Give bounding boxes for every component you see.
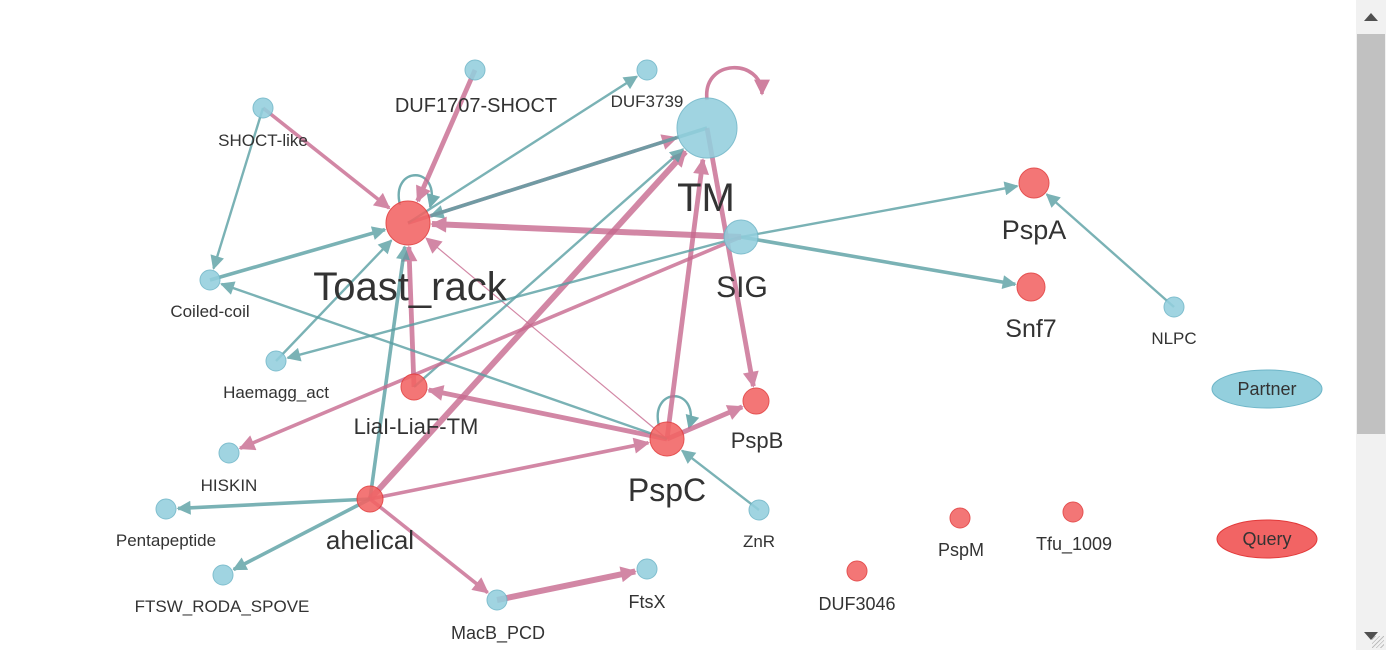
node-SIG[interactable] [723,219,759,255]
edge-ahelical-to-PspC[interactable] [369,437,650,501]
node-PspM[interactable] [949,507,971,529]
edge-SIG-to-Haemagg_act[interactable] [286,235,742,362]
chevron-down-icon [1364,632,1378,640]
edge-SHOCT-like-to-Toast_rack[interactable] [261,106,391,210]
node-label-HISKIN: HISKIN [201,476,258,495]
node-label-DUF1707-SHOCT: DUF1707-SHOCT [395,95,557,117]
node-label-PspM: PspM [938,540,984,560]
node-label-Haemagg_act: Haemagg_act [223,383,329,402]
edge-SIG-to-Snf7[interactable] [740,235,1017,290]
legend-query[interactable]: Query [1216,519,1318,559]
network-graph[interactable]: Toast_rack TM SIG PspA Snf7 PspC PspB LiaI-LiaF… [0,0,1356,650]
edge-LiaI-LiaF-TM-to-Toast_rack[interactable] [401,245,418,388]
legend: Partner Query [1211,369,1323,559]
label-layer: Toast_rack TM SIG PspA Snf7 PspC PspB LiaI-LiaF… [116,92,1197,644]
node-FTSW_RODA_SPOVE[interactable] [212,564,234,586]
node-FtsX[interactable] [636,558,658,580]
node-label-ahelical: ahelical [326,525,414,555]
edge-PspC-to-LiaI-LiaF-TM[interactable] [427,385,668,442]
node-label-TM: TM [677,176,735,220]
node-SHOCT-like[interactable] [252,97,274,119]
edge-SIG-to-PspA[interactable] [740,181,1019,239]
node-label-FTSW_RODA_SPOVE: FTSW_RODA_SPOVE [135,597,310,616]
edge-ahelical-to-Toast_rack[interactable] [368,245,410,500]
node-LiaI-LiaF-TM[interactable] [400,373,428,401]
edge-PspC-to-Toast_rack[interactable] [425,237,668,440]
edge-TM-to-Toast_rack[interactable] [429,126,708,219]
edge-ahelical-to-Pentapeptide[interactable] [176,497,371,515]
node-label-DUF3046: DUF3046 [818,594,895,614]
edge-layer [176,65,1175,603]
edge-PspC-to-TM[interactable] [664,158,710,440]
edge-Coiled-coil-to-Toast_rack[interactable] [209,226,387,282]
edge-Haemagg_act-to-Toast_rack[interactable] [275,239,393,362]
node-PspC[interactable] [649,421,685,457]
node-DUF1707-SHOCT[interactable] [464,59,486,81]
node-label-Tfu_1009: Tfu_1009 [1036,534,1112,555]
node-label-PspA: PspA [1002,215,1067,245]
node-Snf7[interactable] [1016,272,1046,302]
node-label-Pentapeptide: Pentapeptide [116,531,216,550]
node-MacB_PCD[interactable] [486,589,508,611]
node-label-MacB_PCD: MacB_PCD [451,623,545,644]
node-label-SHOCT-like: SHOCT-like [218,131,308,150]
node-Tfu_1009[interactable] [1062,501,1084,523]
node-PspB[interactable] [742,387,770,415]
node-label-PspC: PspC [628,472,706,508]
node-label-Coiled-coil: Coiled-coil [170,302,249,321]
node-Pentapeptide[interactable] [155,498,177,520]
node-ahelical[interactable] [356,485,384,513]
node-HISKIN[interactable] [218,442,240,464]
legend-partner[interactable]: Partner [1211,369,1323,409]
scroll-up-button[interactable] [1356,0,1386,34]
edge-PspC-to-Coiled-coil[interactable] [220,281,668,441]
node-DUF3739[interactable] [636,59,658,81]
node-label-LiaI-LiaF-TM: LiaI-LiaF-TM [354,414,479,439]
edge-ZnR-to-PspC[interactable] [680,449,760,511]
edge-ahelical-to-FTSW_RODA_SPOVE[interactable] [232,497,371,572]
node-label-SIG: SIG [716,271,768,304]
legend-partner-label: Partner [1237,379,1296,399]
edge-TM-to-PspB[interactable] [704,127,759,388]
edge-SHOCT-like-to-Coiled-coil[interactable] [210,107,265,270]
vertical-scrollbar[interactable] [1356,0,1386,650]
node-Toast_rack[interactable] [385,200,431,246]
node-label-PspB: PspB [731,428,784,453]
edge-DUF1707-SHOCT-to-Toast_rack[interactable] [415,69,478,203]
edge-Toast_rack-to-DUF3739[interactable] [407,75,639,225]
node-label-NLPC: NLPC [1151,329,1196,348]
edge-SIG-to-HISKIN[interactable] [238,235,742,451]
node-label-Snf7: Snf7 [1005,315,1056,343]
edge-SIG-to-Toast_rack[interactable] [430,216,742,240]
edge-TM-self-loop[interactable] [705,65,770,101]
node-Coiled-coil[interactable] [199,269,221,291]
node-label-Toast_rack: Toast_rack [313,265,507,309]
edge-NLPC-to-PspA[interactable] [1045,193,1175,308]
resize-grip-icon[interactable] [1372,636,1384,648]
edge-LiaI-LiaF-TM-to-TM[interactable] [413,148,685,388]
chevron-up-icon [1364,13,1378,21]
scroll-down-button[interactable] [1356,616,1386,650]
node-PspA[interactable] [1018,167,1050,199]
legend-partner-swatch[interactable] [1211,369,1323,409]
node-Haemagg_act[interactable] [265,350,287,372]
node-label-ZnR: ZnR [743,532,775,551]
edge-MacB_PCD-to-FtsX[interactable] [496,566,637,603]
node-layer [155,59,1185,611]
node-NLPC[interactable] [1163,296,1185,318]
legend-query-label: Query [1242,529,1291,549]
node-ZnR[interactable] [748,499,770,521]
node-DUF3046[interactable] [846,560,868,582]
node-label-FtsX: FtsX [628,592,665,612]
edge-ahelical-to-MacB_PCD[interactable] [368,497,489,594]
edge-Toast_rack-self-loop[interactable] [397,174,441,209]
legend-query-swatch[interactable] [1216,519,1318,559]
node-TM[interactable] [676,97,738,159]
node-label-DUF3739: DUF3739 [611,92,684,111]
scroll-thumb[interactable] [1357,34,1385,434]
